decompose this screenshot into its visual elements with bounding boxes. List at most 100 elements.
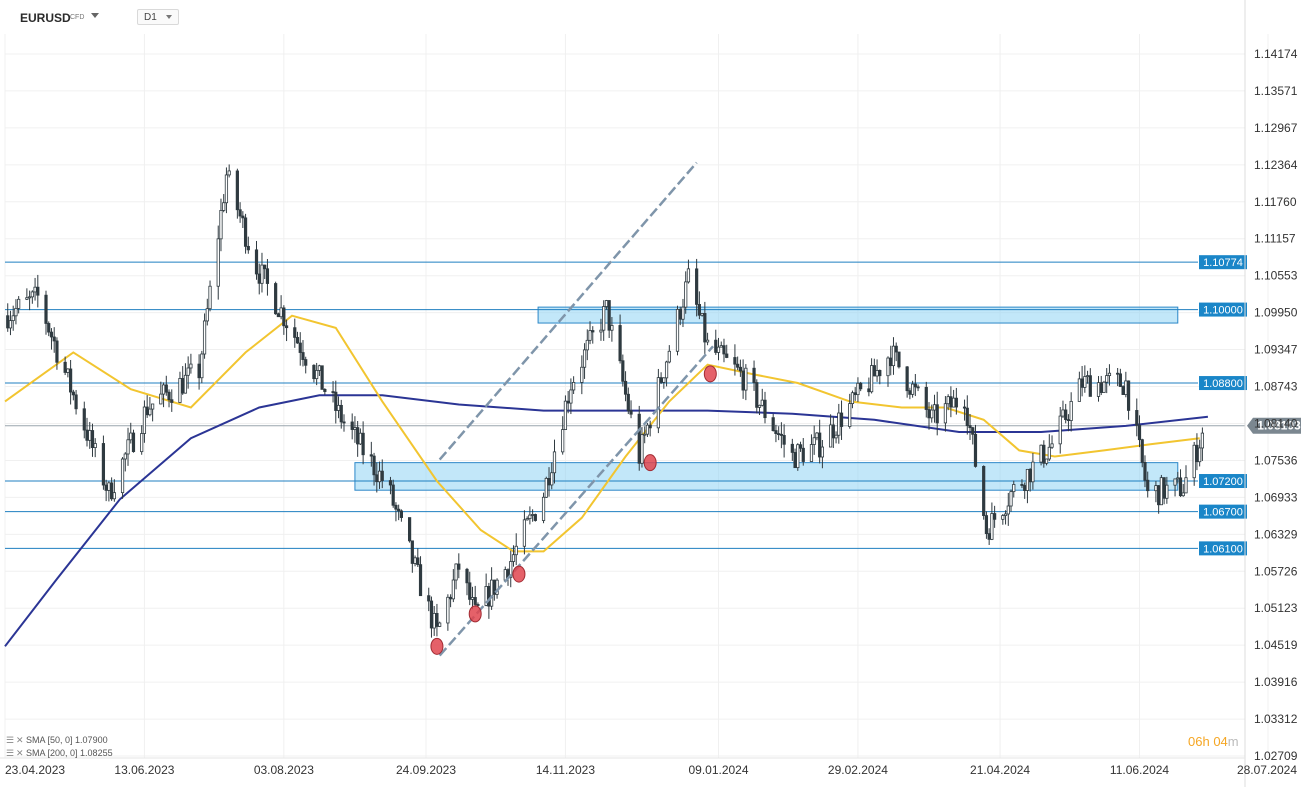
- candle: [276, 312, 280, 318]
- candle: [413, 555, 417, 567]
- candle: [1064, 403, 1068, 424]
- candle-body: [123, 453, 127, 460]
- candle: [227, 164, 231, 178]
- indicator-sma200[interactable]: ☰ ✕ SMA [200, 0] 1.08255: [6, 748, 113, 761]
- candle: [205, 298, 209, 326]
- candle-body: [372, 455, 376, 476]
- candle-body: [1192, 444, 1196, 479]
- candle: [777, 426, 781, 441]
- candle-body: [473, 597, 477, 605]
- candle-body: [432, 612, 436, 629]
- candle-body: [741, 370, 745, 391]
- candle-body: [1137, 424, 1142, 441]
- close-icon[interactable]: ✕: [16, 748, 24, 758]
- timeframe-select[interactable]: D1: [137, 9, 179, 25]
- candle-body: [744, 367, 748, 391]
- candle-body: [973, 433, 978, 467]
- candle: [623, 371, 628, 402]
- candle: [681, 298, 685, 328]
- candle-body: [93, 443, 97, 448]
- candle-body: [410, 540, 414, 564]
- candle: [602, 300, 606, 341]
- candle: [722, 338, 726, 363]
- candle: [965, 395, 969, 435]
- x-tick-label: 13.06.2023: [114, 763, 174, 777]
- candle: [834, 431, 838, 444]
- candle-body: [897, 351, 901, 368]
- candle: [982, 465, 986, 520]
- level-price-tag: [1199, 302, 1247, 317]
- settings-icon[interactable]: ☰: [6, 748, 15, 758]
- candle: [36, 274, 40, 308]
- candle-body: [1162, 477, 1166, 499]
- symbol-name[interactable]: EURUSD: [20, 11, 71, 25]
- x-tick-label: 11.06.2024: [1110, 763, 1169, 777]
- candle: [990, 502, 994, 541]
- candle: [796, 443, 800, 471]
- candle-body: [722, 345, 726, 355]
- candle-body: [120, 458, 125, 494]
- candle-body: [6, 315, 10, 329]
- candle: [279, 295, 283, 320]
- pivot-marker: [643, 454, 657, 472]
- y-tick-label: 1.12967: [1254, 121, 1298, 135]
- candle: [599, 318, 603, 341]
- candle: [241, 211, 245, 228]
- candle: [640, 426, 644, 468]
- candle-body: [358, 432, 362, 445]
- y-tick-label: 1.14174: [1254, 47, 1298, 61]
- last-price-tag: [1247, 417, 1301, 434]
- candle-body: [1176, 477, 1180, 480]
- candle-body: [695, 268, 699, 305]
- candle-body: [911, 383, 915, 395]
- candle-body: [243, 217, 248, 247]
- candle-body: [66, 368, 70, 373]
- candle: [839, 400, 844, 440]
- indicator-sma50[interactable]: ☰ ✕ SMA [50, 0] 1.07900: [6, 735, 113, 748]
- candle-body: [468, 582, 472, 600]
- candle-body: [181, 378, 185, 394]
- candle: [317, 364, 321, 377]
- dashed-trend-line: [438, 345, 714, 657]
- candle-body: [148, 408, 152, 416]
- candle: [1184, 465, 1188, 494]
- candle: [243, 213, 248, 254]
- candle-body: [1042, 444, 1046, 464]
- candle: [878, 369, 882, 385]
- candle: [293, 318, 297, 348]
- candle-body: [954, 397, 958, 408]
- settings-icon[interactable]: ☰: [6, 735, 15, 745]
- candle: [790, 438, 794, 461]
- candle: [71, 389, 75, 401]
- candle-body: [183, 374, 188, 394]
- x-tick-label: 21.04.2024: [970, 763, 1030, 777]
- candle-body: [438, 622, 442, 627]
- candle-body: [818, 432, 822, 458]
- candle-body: [913, 383, 917, 388]
- candle-body: [282, 307, 286, 327]
- candle: [544, 476, 548, 498]
- y-tick-label: 1.05726: [1254, 564, 1298, 578]
- candle: [563, 395, 568, 431]
- candle: [1107, 364, 1112, 386]
- candle-body: [49, 331, 54, 338]
- candle-body: [1184, 477, 1188, 494]
- candle-body: [1107, 372, 1112, 377]
- candle-body: [588, 330, 592, 341]
- candle-body: [145, 406, 149, 416]
- close-icon[interactable]: ✕: [16, 735, 24, 745]
- pivot-marker: [512, 565, 526, 583]
- candle-body: [69, 368, 73, 393]
- candle-body: [375, 474, 379, 483]
- candle: [1200, 427, 1204, 461]
- candle-body: [1124, 380, 1128, 395]
- candle-body: [719, 345, 723, 348]
- symbol-dropdown-icon[interactable]: [91, 13, 99, 18]
- y-tick-label: 1.11157: [1254, 232, 1296, 246]
- candle: [66, 368, 70, 378]
- x-tick-label: 23.04.2023: [5, 763, 65, 777]
- candle-body: [528, 514, 532, 519]
- candle: [809, 434, 814, 462]
